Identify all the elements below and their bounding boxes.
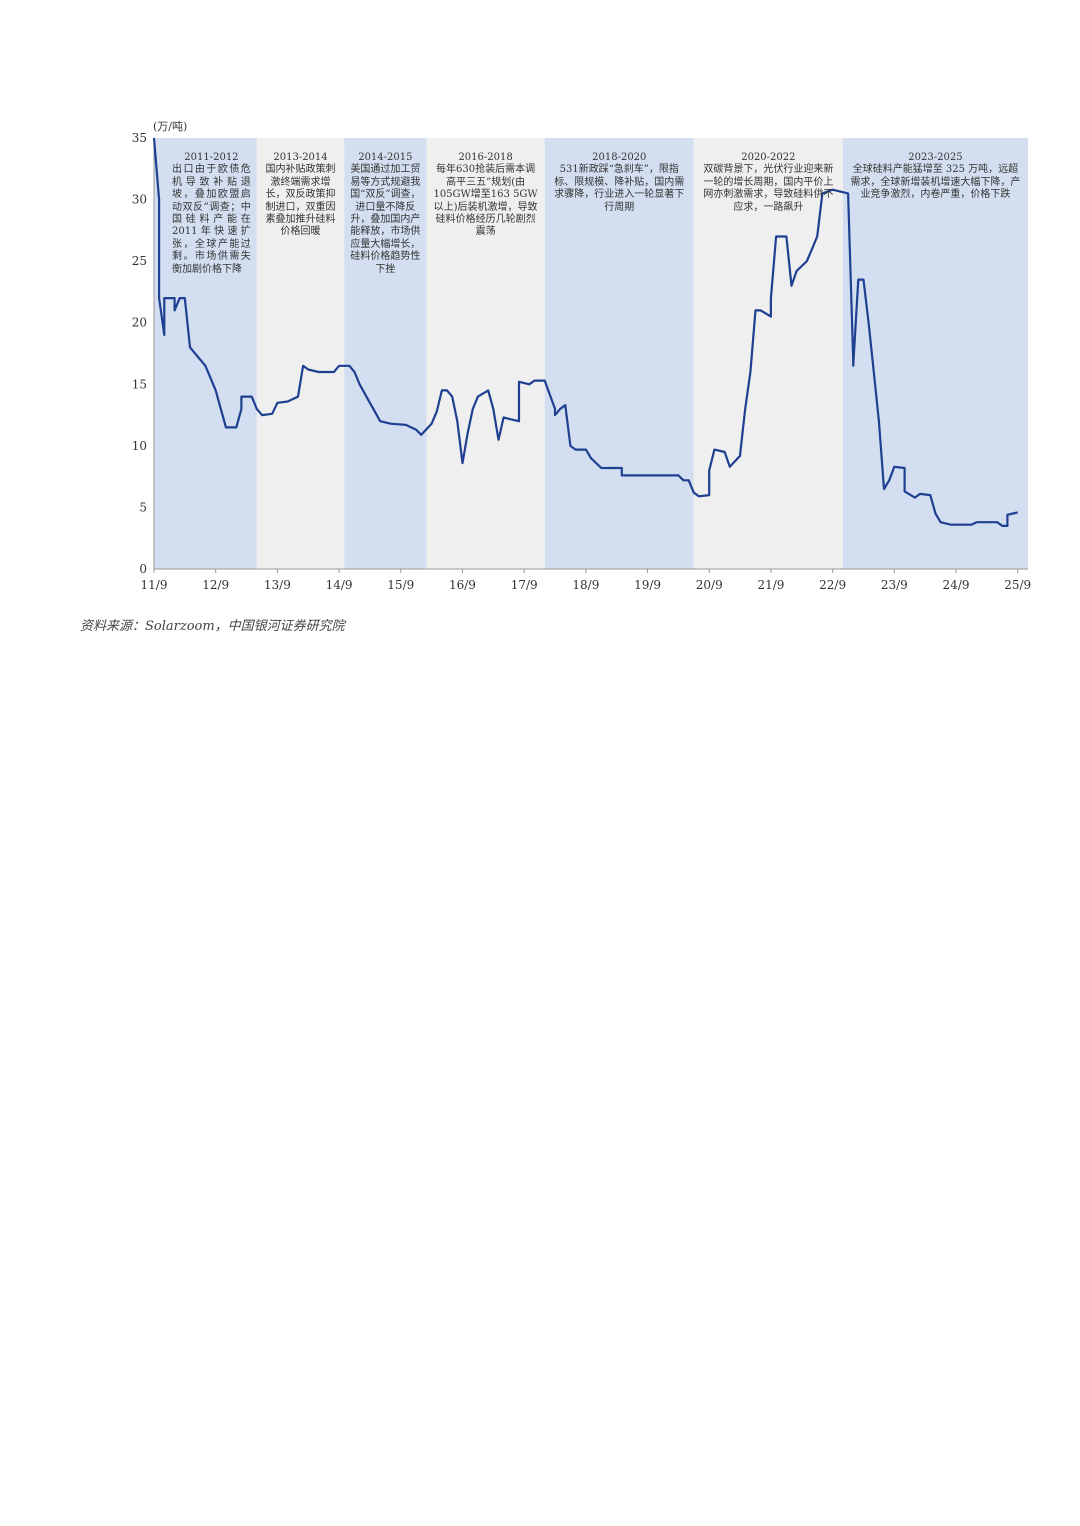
- price-line: [152, 137, 1018, 528]
- y-tick-label: 5: [139, 500, 147, 514]
- band-label-2014-2015: 2014-2015 美国通过加工贸易等方式规避我国“双反”调查，进口量不降反升，叠…: [344, 152, 426, 276]
- band-description: 出口由于欧债危机导致补贴退坡，叠加欧盟启动双反”调查；中国硅料产能在2011年快…: [172, 164, 251, 275]
- band-2014-2015: [344, 138, 427, 569]
- band-period: 2023-2025: [908, 152, 963, 163]
- price-series: [152, 137, 1018, 528]
- y-tick-label: 35: [132, 131, 147, 145]
- band-2023-2025: [842, 138, 1028, 569]
- x-tick-label: 20/9: [696, 578, 723, 592]
- band-period: 2016-2018: [458, 152, 513, 163]
- band-2016-2018: [426, 138, 545, 569]
- x-tick-label: 24/9: [943, 578, 970, 592]
- band-period: 2013-2014: [273, 152, 328, 163]
- y-tick-label: 10: [132, 439, 147, 453]
- x-tick-label: 17/9: [511, 578, 538, 592]
- x-tick-label: 15/9: [387, 578, 414, 592]
- x-tick-label: 25/9: [1004, 578, 1031, 592]
- band-label-2013-2014: 2013-2014 国内补贴政策刺激终端需求增长，双反政策抑制进口，双重因素叠加推…: [257, 152, 344, 239]
- band-description: 美国通过加工贸易等方式规避我国“双反”调查，进口量不降反升，叠加国内产能释放，市…: [350, 164, 421, 275]
- band-label-2016-2018: 2016-2018 每年630抢装后需本调高平三五”规划(由105GW增至163 …: [426, 152, 544, 239]
- y-tick-label: 0: [139, 562, 147, 576]
- y-tick-label: 30: [132, 193, 147, 207]
- band-2018-2020: [544, 138, 694, 569]
- x-tick-label: 23/9: [881, 578, 908, 592]
- band-period: 2011-2012: [184, 152, 239, 163]
- x-tick-label: 18/9: [572, 578, 599, 592]
- band-2011-2012: [154, 138, 257, 569]
- band-label-2020-2022: 2020-2022 双碳背景下，光伏行业迎来新一轮的增长周期，国内平价上网亦刺激需…: [694, 152, 843, 214]
- band-period: 2020-2022: [741, 152, 796, 163]
- x-tick-label: 14/9: [326, 578, 353, 592]
- x-tick-label: 21/9: [757, 578, 784, 592]
- x-tick-label: 11/9: [141, 578, 168, 592]
- y-tick-label: 20: [132, 316, 147, 330]
- band-description: 全球硅料产能猛增至 325 万吨，远超需求，全球新增装机增速大幅下降，产业竞争激…: [850, 164, 1021, 201]
- y-tick-label: 25: [132, 254, 147, 268]
- band-description: 每年630抢装后需本调高平三五”规划(由105GW增至163 5GW以上)后装机…: [433, 164, 538, 238]
- source-note: 资料来源：Solarzoom，中国银河证券研究院: [80, 619, 345, 634]
- x-tick-label: 22/9: [819, 578, 846, 592]
- x-tick-label: 19/9: [634, 578, 661, 592]
- silicon-price-chart: 0 5 10 15 20 25 30 35 11/9 12/9 13/9 14/9 15/9 16/9 17…: [132, 131, 1031, 592]
- y-unit-label: (万/吨): [153, 120, 188, 133]
- band-2020-2022: [693, 138, 843, 569]
- band-label-2011-2012: 2011-2012 出口由于欧债危机导致补贴退坡，叠加欧盟启动双反”调查；中国硅料…: [166, 152, 257, 276]
- band-description: 国内补贴政策刺激终端需求增长，双反政策抑制进口，双重因素叠加推升硅料价格回暖: [265, 164, 336, 238]
- band-label-2018-2020: 2018-2020 531新政踩“急刹车”，限指标、限规模、降补贴，国内需求骤降，…: [545, 152, 694, 214]
- band-description: 531新政踩“急刹车”，限指标、限规模、降补贴，国内需求骤降，行业进入一轮显著下…: [554, 164, 685, 213]
- band-period: 2014-2015: [358, 152, 413, 163]
- band-2013-2014: [256, 138, 345, 569]
- x-tick-label: 13/9: [264, 578, 291, 592]
- axes: 0 5 10 15 20 25 30 35 11/9 12/9 13/9 14/9 15/9 16/9 17…: [132, 131, 1031, 592]
- x-tick-label: 16/9: [449, 578, 476, 592]
- band-period: 2018-2020: [592, 152, 647, 163]
- y-tick-label: 15: [132, 377, 147, 391]
- period-bands: [154, 138, 1028, 569]
- x-tick-label: 12/9: [202, 578, 229, 592]
- band-label-2023-2025: 2023-2025 全球硅料产能猛增至 325 万吨，远超需求，全球新增装机增速大…: [843, 152, 1028, 202]
- band-description: 双碳背景下，光伏行业迎来新一轮的增长周期，国内平价上网亦刺激需求，导致硅料供不应…: [703, 164, 834, 213]
